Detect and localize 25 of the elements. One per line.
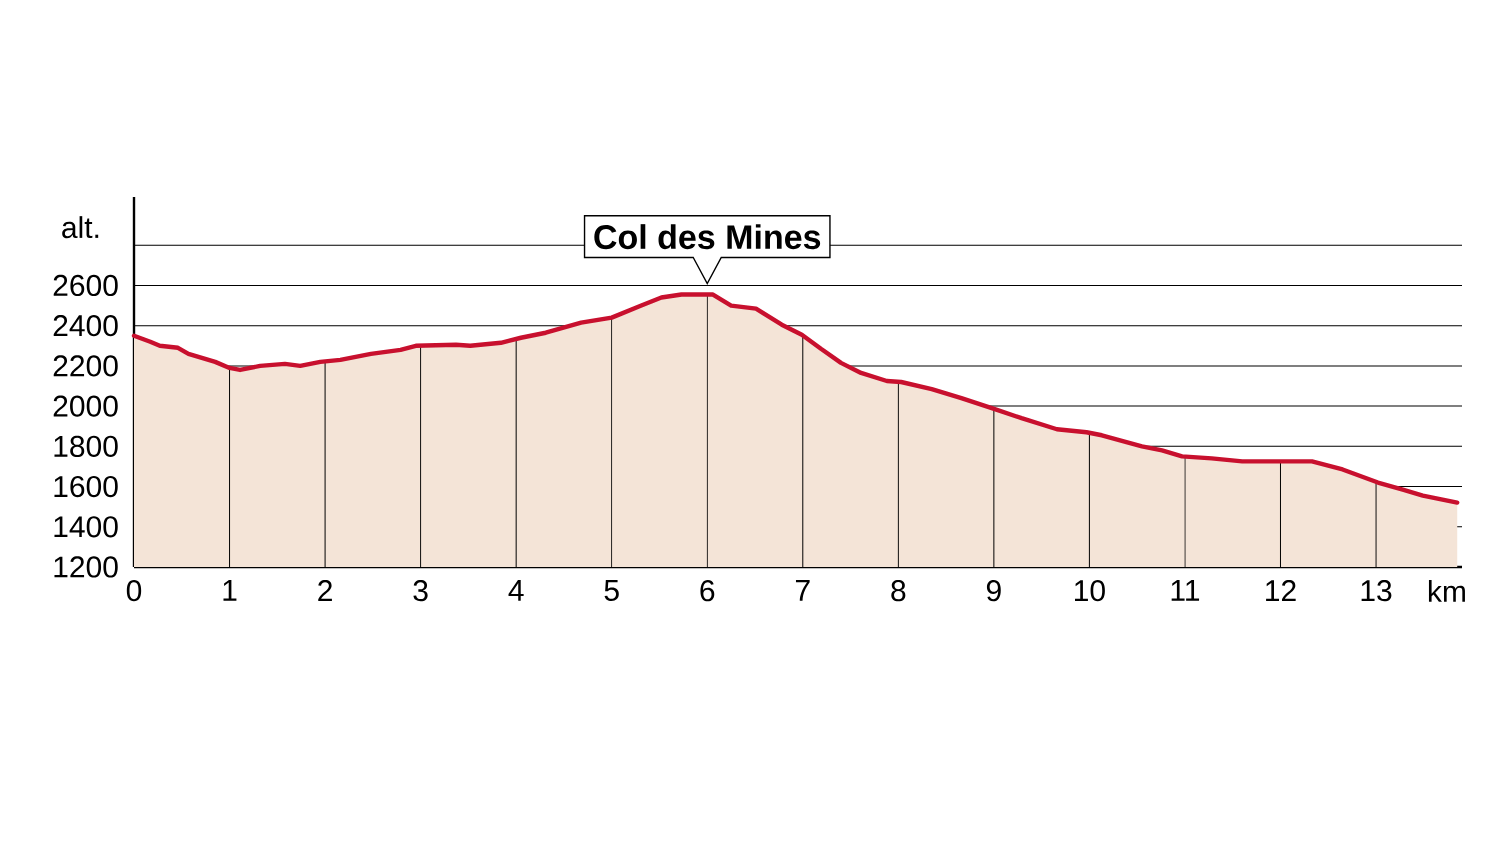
x-tick-label: 10	[1075, 580, 1105, 602]
x-tick-label: 4	[508, 580, 524, 601]
x-tick-label: 7	[795, 580, 810, 601]
x-tick-label: 13	[1361, 580, 1392, 602]
x-tick-label: 0	[126, 580, 142, 602]
annotation: Col des Mines	[594, 224, 821, 250]
x-axis-title: km	[1428, 580, 1465, 602]
y-tick-label: 2400	[53, 315, 118, 337]
x-tick-label: 2	[318, 580, 332, 601]
y-tick-label: 1600	[54, 475, 118, 498]
x-tick-label: 5	[604, 580, 619, 601]
y-axis-title: alt.	[62, 216, 99, 239]
x-tick-label: 12	[1266, 580, 1296, 601]
y-tick-label: 2000	[53, 395, 118, 417]
y-tick-label: 2600	[53, 274, 118, 297]
y-tick-label: 1800	[54, 435, 118, 457]
x-tick-label: 1	[223, 580, 237, 601]
x-tick-label: 8	[891, 580, 906, 602]
y-tick-label: 2200	[53, 355, 118, 377]
x-tick-label: 9	[986, 580, 1001, 602]
y-tick-label: 1400	[54, 516, 118, 538]
x-tick-label: 6	[700, 580, 715, 602]
x-tick-label: 11	[1171, 580, 1200, 601]
x-tick-label: 3	[413, 580, 428, 602]
y-tick-label: 1200	[54, 556, 118, 578]
